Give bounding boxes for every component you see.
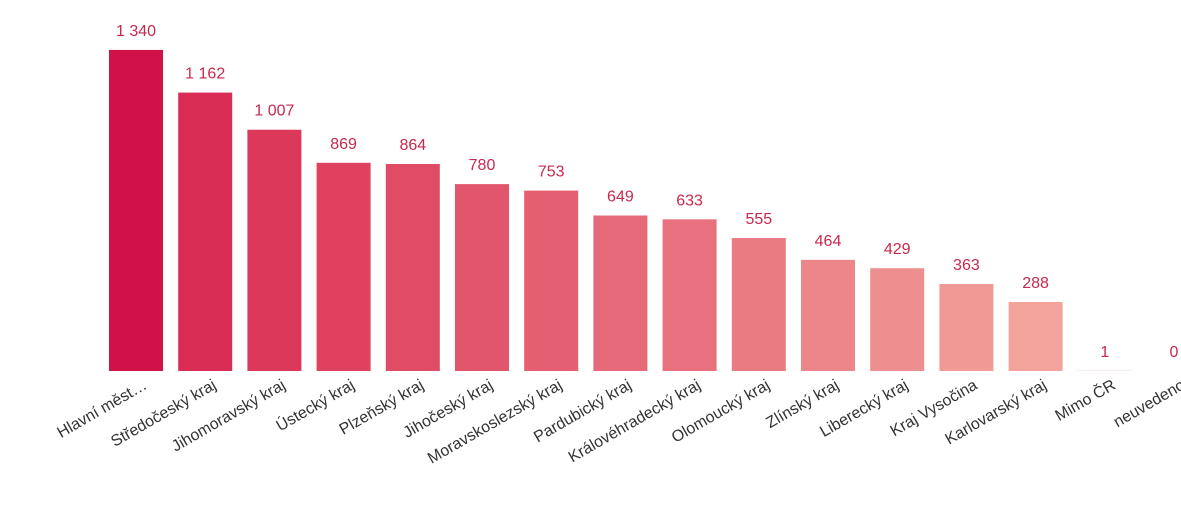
bar — [593, 215, 648, 371]
bar — [316, 162, 371, 371]
bar — [801, 259, 855, 371]
bar — [109, 49, 163, 371]
data-label: 1 340 — [116, 23, 156, 40]
data-label: 780 — [469, 157, 496, 174]
bar — [455, 184, 509, 371]
x-tick-label: neuvedeno — [1111, 377, 1181, 431]
bar — [247, 129, 302, 371]
data-label: 1 162 — [185, 66, 225, 83]
data-label: 633 — [676, 192, 703, 209]
data-label: 464 — [815, 233, 842, 250]
bar — [870, 268, 925, 371]
bar — [385, 163, 440, 371]
bar — [1008, 301, 1063, 371]
data-label: 555 — [745, 211, 772, 228]
data-label: 864 — [399, 137, 426, 154]
x-tick-label: Mimo ČR — [1052, 375, 1119, 425]
bar — [524, 190, 579, 371]
data-label: 0 — [1170, 344, 1179, 361]
x-tick-label: Jihomoravský kraj — [169, 377, 288, 456]
data-label: 869 — [330, 136, 357, 153]
data-label: 363 — [953, 257, 980, 274]
bar — [731, 238, 786, 371]
data-label: 429 — [884, 241, 911, 258]
data-label: 1 — [1100, 344, 1109, 361]
bar — [178, 92, 233, 371]
data-label: 649 — [607, 188, 634, 205]
bar — [939, 284, 994, 371]
bar — [662, 219, 717, 371]
data-label: 288 — [1022, 275, 1049, 292]
data-label: 1 007 — [254, 103, 294, 120]
data-label: 753 — [538, 164, 565, 181]
x-tick-label: Královéhradecký kraj — [566, 377, 704, 466]
